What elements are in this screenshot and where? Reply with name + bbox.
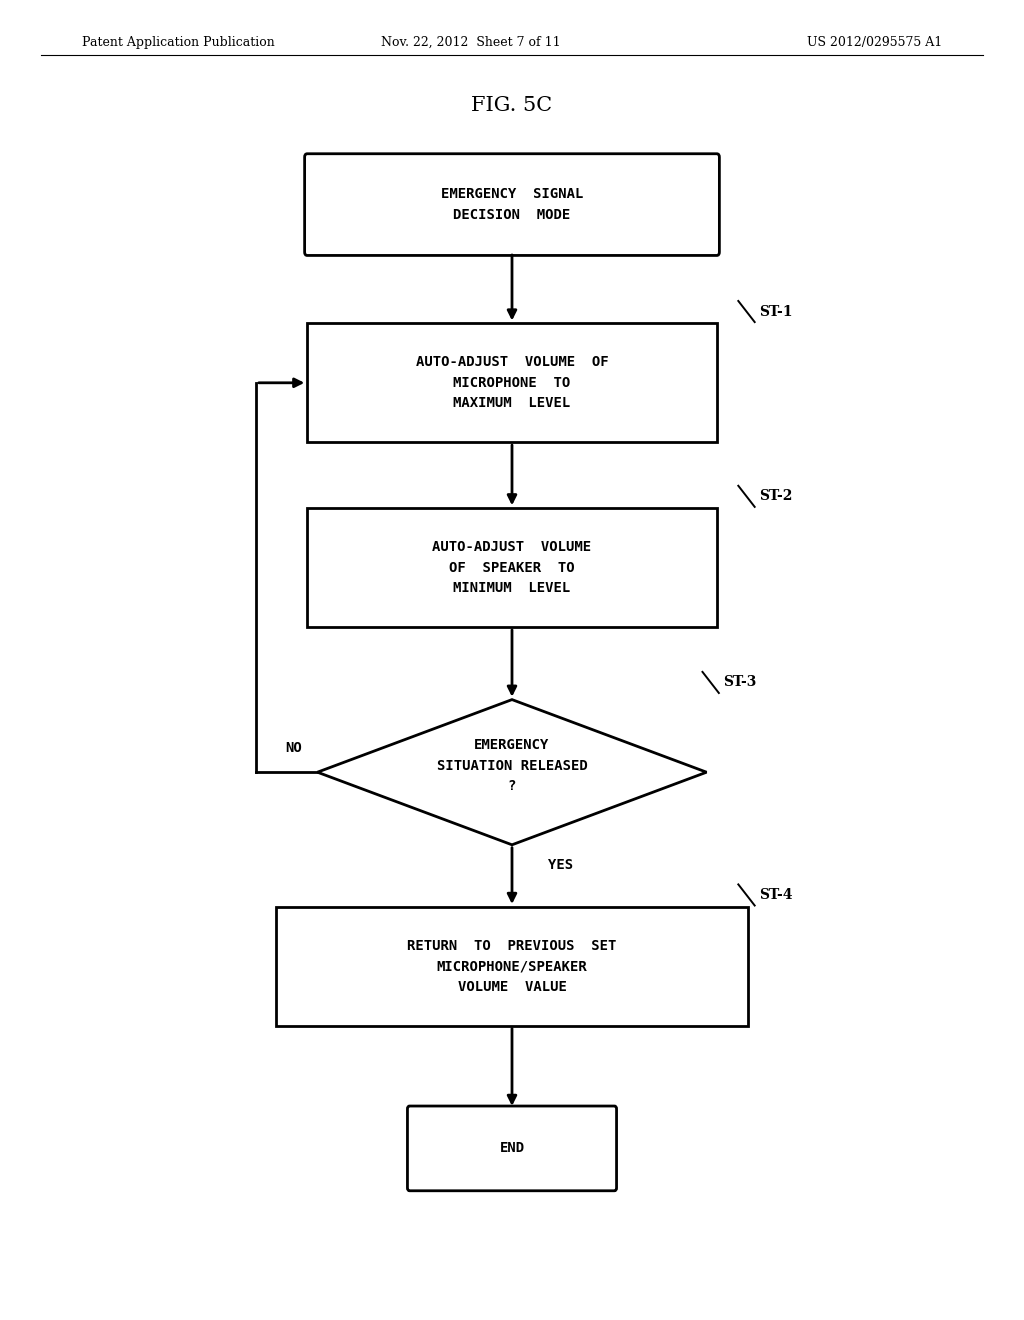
Text: EMERGENCY  SIGNAL
DECISION  MODE: EMERGENCY SIGNAL DECISION MODE bbox=[440, 187, 584, 222]
Text: AUTO-ADJUST  VOLUME  OF
MICROPHONE  TO
MAXIMUM  LEVEL: AUTO-ADJUST VOLUME OF MICROPHONE TO MAXI… bbox=[416, 355, 608, 411]
Text: ST-3: ST-3 bbox=[723, 676, 757, 689]
Text: ST-2: ST-2 bbox=[759, 490, 793, 503]
Text: NO: NO bbox=[286, 742, 302, 755]
FancyBboxPatch shape bbox=[408, 1106, 616, 1191]
Text: YES: YES bbox=[548, 858, 573, 871]
Bar bbox=[307, 508, 717, 627]
Text: ST-1: ST-1 bbox=[759, 305, 793, 318]
Text: FIG. 5C: FIG. 5C bbox=[471, 96, 553, 115]
Polygon shape bbox=[317, 700, 707, 845]
Text: Patent Application Publication: Patent Application Publication bbox=[82, 36, 274, 49]
Text: ST-4: ST-4 bbox=[759, 888, 793, 902]
Text: RETURN  TO  PREVIOUS  SET
MICROPHONE/SPEAKER
VOLUME  VALUE: RETURN TO PREVIOUS SET MICROPHONE/SPEAKE… bbox=[408, 939, 616, 994]
Text: Nov. 22, 2012  Sheet 7 of 11: Nov. 22, 2012 Sheet 7 of 11 bbox=[381, 36, 561, 49]
Text: EMERGENCY
SITUATION RELEASED
?: EMERGENCY SITUATION RELEASED ? bbox=[436, 738, 588, 793]
Bar bbox=[307, 323, 717, 442]
Text: US 2012/0295575 A1: US 2012/0295575 A1 bbox=[807, 36, 942, 49]
Text: END: END bbox=[500, 1142, 524, 1155]
FancyBboxPatch shape bbox=[304, 153, 720, 256]
Bar bbox=[276, 907, 748, 1026]
Text: AUTO-ADJUST  VOLUME
OF  SPEAKER  TO
MINIMUM  LEVEL: AUTO-ADJUST VOLUME OF SPEAKER TO MINIMUM… bbox=[432, 540, 592, 595]
